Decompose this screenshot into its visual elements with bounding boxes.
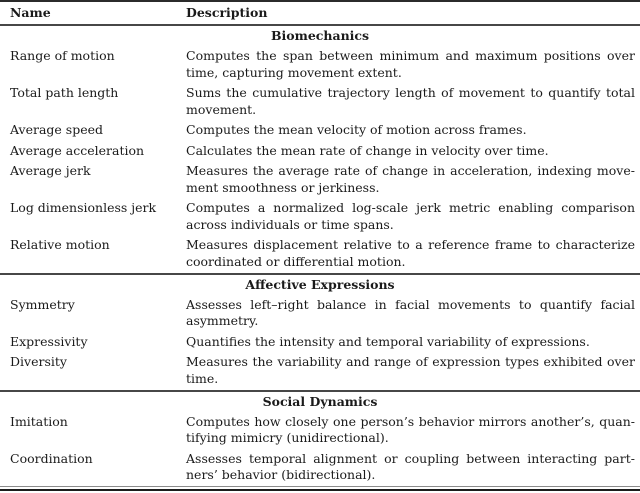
metric-description-cell: Computes the span between minimum and ma… xyxy=(186,48,635,80)
metric-description-cell: Assesses temporal alignment or coupling … xyxy=(186,450,635,483)
metric-name-cell: Range of motion xyxy=(10,48,115,63)
table-bottom-rule xyxy=(0,486,640,491)
metric-description-cell: Calculates the mean rate of change in ve… xyxy=(186,142,549,158)
table-row: Log dimensionless jerk Computes a normali… xyxy=(0,199,640,236)
metric-description-cell: Quantifies the intensity and temporal va… xyxy=(186,333,590,349)
table-header-row: Name Description xyxy=(0,1,640,26)
section-header-row: Affective Expressions xyxy=(0,272,640,295)
metric-name-cell: Coordination xyxy=(10,450,93,466)
metric-description-cell: Computes the mean velocity of motion acr… xyxy=(186,122,527,137)
table-row: Average jerk Measures the average rate of… xyxy=(0,162,640,199)
table-row: Relative motion Measures displacement rel… xyxy=(0,236,640,274)
table-row: Coordination Assesses temporal alignment … xyxy=(0,449,640,486)
table-row: Average acceleration Calculates the mean … xyxy=(0,141,640,162)
section-header-row: Biomechanics xyxy=(0,25,640,47)
column-header-description: Description xyxy=(186,1,640,26)
section-title: Affective Expressions xyxy=(0,272,640,295)
metric-name-cell: Average acceleration xyxy=(10,142,145,158)
section-title: Biomechanics xyxy=(270,28,370,43)
metric-name-cell: Total path length xyxy=(10,85,119,100)
metric-description-cell: Sums the cumulative trajectory length of… xyxy=(186,85,635,117)
section-header-row: Social Dynamics xyxy=(0,389,640,412)
metric-description-cell: Measures the variability and range of ex… xyxy=(186,354,635,386)
table-row: Diversity Measures the variability and ra… xyxy=(0,353,640,391)
metric-description-cell: Measures displacement relative to a refe… xyxy=(186,237,635,269)
table-row: Range of motion Computes the span between… xyxy=(0,47,640,84)
metric-name-cell: Relative motion xyxy=(10,237,110,252)
section-title: Social Dynamics xyxy=(0,389,640,412)
metric-name-cell: Diversity xyxy=(10,354,67,369)
metric-name-cell: Average speed xyxy=(10,122,103,137)
table-row: Symmetry Assesses left–right balance in f… xyxy=(0,295,640,332)
table-row: Imitation Computes how closely one person… xyxy=(0,412,640,449)
metric-name-cell: Imitation xyxy=(10,413,68,429)
metric-description-cell: Computes how closely one person’s behavi… xyxy=(186,413,635,446)
table-row: Total path length Sums the cumulative tra… xyxy=(0,84,640,121)
table-row: Average speed Computes the mean velocity … xyxy=(0,121,640,142)
table-row: Expressivity Quantifies the intensity and… xyxy=(0,332,640,353)
metric-name-cell: Symmetry xyxy=(10,296,75,312)
metric-description-cell: Computes a normalized log-scale jerk met… xyxy=(186,200,635,232)
metric-name-cell: Log dimensionless jerk xyxy=(10,200,157,215)
metric-name-cell: Average jerk xyxy=(10,163,91,178)
column-header-name: Name xyxy=(0,1,186,26)
metric-description-cell: Measures the average rate of change in a… xyxy=(186,163,635,195)
metric-description-cell: Assesses left–right balance in facial mo… xyxy=(186,296,635,329)
metric-name-cell: Expressivity xyxy=(10,333,88,349)
